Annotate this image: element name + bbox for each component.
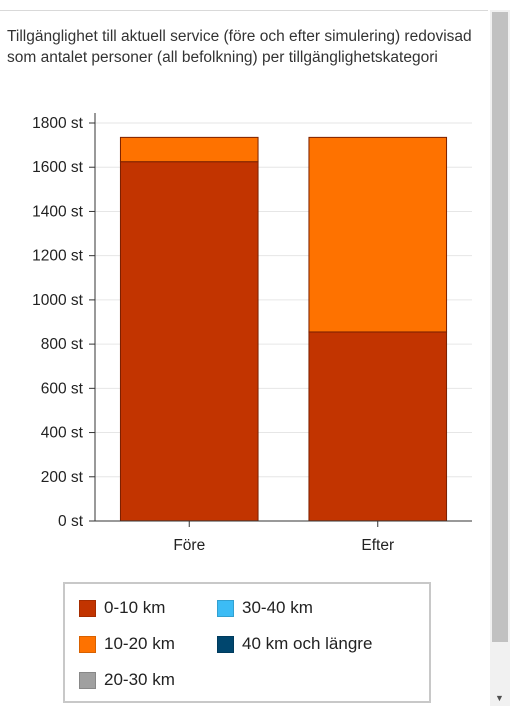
- vertical-scrollbar[interactable]: ▼: [490, 10, 510, 706]
- chart-title: Tillgänglighet till aktuell service (för…: [7, 28, 472, 66]
- top-divider: [0, 10, 488, 11]
- bar-segment: [308, 331, 448, 522]
- legend-item-10-20-km[interactable]: 10-20 km: [79, 634, 175, 654]
- x-tick-label: Efter: [361, 537, 394, 554]
- y-tick-label: 400 st: [41, 425, 84, 442]
- y-tick-label: 200 st: [41, 469, 84, 486]
- legend-swatch: [79, 635, 96, 653]
- y-tick-label: 1000 st: [32, 292, 84, 309]
- y-tick-label: 1800 st: [32, 115, 84, 132]
- bar-segment: [119, 161, 259, 522]
- legend-label: 10-20 km: [104, 634, 175, 653]
- legend-label: 0-10 km: [104, 598, 166, 617]
- legend-label: 20-30 km: [104, 670, 175, 689]
- x-tick-label: Före: [173, 537, 205, 554]
- scroll-down-arrow-icon[interactable]: ▼: [495, 693, 504, 703]
- bar-segment: [119, 136, 259, 163]
- legend-label: 30-40 km: [242, 598, 313, 617]
- bar-segment: [308, 136, 448, 333]
- y-tick-label: 0 st: [58, 513, 84, 530]
- legend-item-30-40-km[interactable]: 30-40 km: [217, 598, 313, 618]
- chart-legend: 0-10 km 30-40 km 10-20 km 40 km och läng…: [63, 582, 431, 703]
- y-tick-label: 1400 st: [32, 203, 84, 220]
- y-tick-label: 600 st: [41, 380, 84, 397]
- legend-swatch: [217, 599, 234, 617]
- y-tick-label: 800 st: [41, 336, 84, 353]
- legend-item-40-km-och-langre[interactable]: 40 km och längre: [217, 634, 372, 654]
- y-tick-label: 1600 st: [32, 159, 84, 176]
- legend-swatch: [79, 671, 96, 689]
- legend-swatch: [217, 635, 234, 653]
- legend-swatch: [79, 599, 96, 617]
- legend-label: 40 km och längre: [242, 634, 373, 653]
- legend-item-0-10-km[interactable]: 0-10 km: [79, 598, 165, 618]
- y-tick-label: 1200 st: [32, 248, 84, 265]
- chart-canvas: 0 st 200 st 400 st 600 st 800 st 1000 st 1200 …: [32, 113, 472, 554]
- scrollbar-thumb[interactable]: [492, 12, 508, 642]
- legend-item-20-30-km[interactable]: 20-30 km: [79, 670, 175, 690]
